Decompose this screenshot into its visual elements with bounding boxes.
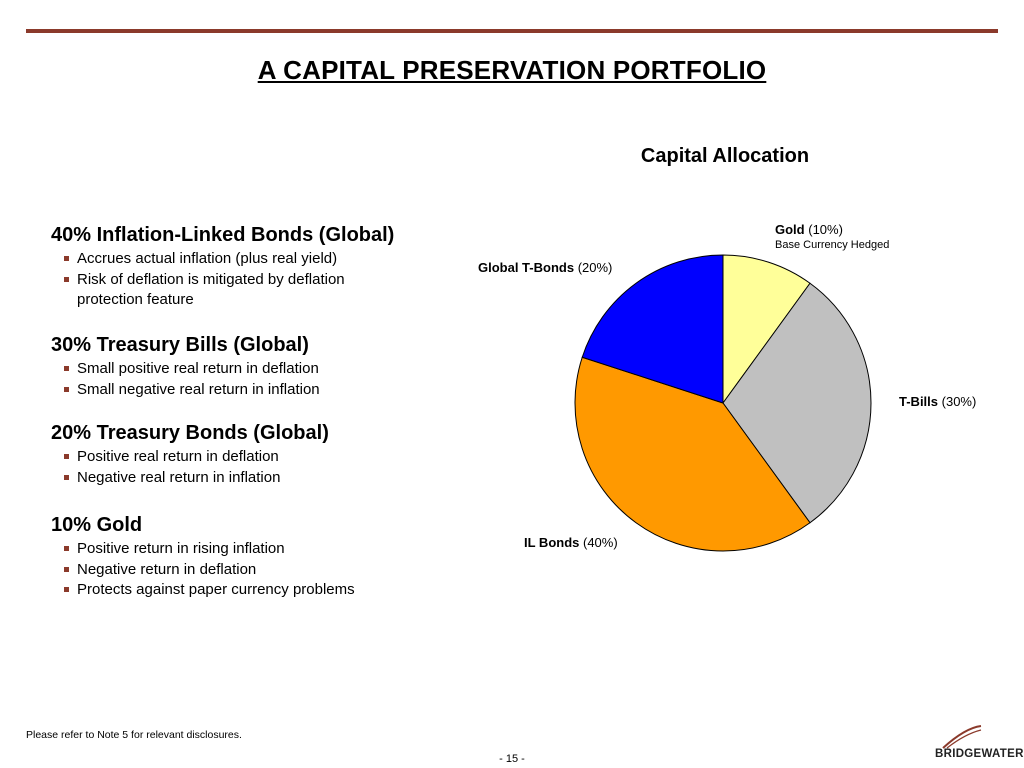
- logo-swoosh-icon: [942, 725, 982, 749]
- logo-text: BRIDGEWATER: [935, 748, 1024, 760]
- pie-slice-global-t-bonds: [581, 254, 724, 404]
- chart-title: Capital Allocation: [640, 145, 810, 167]
- pie-label-global-t-bonds: Global T-Bonds (20%): [478, 260, 612, 275]
- bullet-list: Small positive real return in deflation …: [51, 359, 471, 400]
- section-heading: 20% Treasury Bonds (Global): [51, 422, 329, 444]
- pie-slice-gold: [722, 254, 811, 405]
- slice-pct: (30%): [941, 394, 977, 409]
- page-title: A CAPITAL PRESERVATION PORTFOLIO: [257, 55, 767, 85]
- bridgewater-logo: BRIDGEWATER: [935, 722, 1023, 764]
- section-t-bonds: 20% Treasury Bonds (Global) Positive rea…: [51, 421, 471, 488]
- section-heading: 10% Gold: [51, 514, 143, 536]
- bullet-item: Accrues actual inflation (plus real yiel…: [51, 249, 471, 270]
- slice-pct: (20%): [577, 260, 613, 275]
- slice-label: IL Bonds: [524, 535, 580, 550]
- bullet-list: Positive real return in deflation Negati…: [51, 447, 471, 488]
- section-il-bonds: 40% Inflation-Linked Bonds (Global) Accr…: [51, 223, 471, 311]
- bullet-list: Positive return in rising inflation Nega…: [51, 539, 471, 601]
- section-gold: 10% Gold Positive return in rising infla…: [51, 513, 471, 601]
- pie-label-t-bills: T-Bills (30%): [899, 394, 976, 409]
- pie-label-il-bonds: IL Bonds (40%): [524, 535, 618, 550]
- section-t-bills: 30% Treasury Bills (Global) Small positi…: [51, 333, 471, 400]
- pie-slice-t-bills: [722, 282, 872, 524]
- pie-label-gold: Gold (10%) Base Currency Hedged: [775, 222, 889, 251]
- pie-slice-il-bonds: [574, 356, 811, 552]
- top-rule: [26, 29, 998, 33]
- slice-pct: (10%): [808, 222, 843, 237]
- slice-pct: (40%): [583, 535, 618, 550]
- slice-label: Gold: [775, 222, 805, 237]
- bullet-item: Negative real return in inflation: [51, 468, 471, 489]
- bullet-item: Protects against paper currency problems: [51, 580, 471, 601]
- slice-note: Base Currency Hedged: [775, 239, 890, 251]
- bullet-item: Positive return in rising inflation: [51, 539, 471, 560]
- bullet-item: Small positive real return in deflation: [51, 359, 471, 380]
- section-heading: 40% Inflation-Linked Bonds (Global): [51, 224, 395, 246]
- page-number: - 15 -: [499, 753, 525, 765]
- slice-label: Global T-Bonds: [478, 260, 575, 275]
- bullet-item: Positive real return in deflation: [51, 447, 471, 468]
- slice-label: T-Bills: [899, 394, 939, 409]
- bullet-item: Small negative real return in inflation: [51, 380, 471, 401]
- disclosure-note: Please refer to Note 5 for relevant disc…: [26, 729, 242, 741]
- section-heading: 30% Treasury Bills (Global): [51, 334, 309, 356]
- bullet-item: Negative return in deflation: [51, 560, 471, 581]
- bullet-list: Accrues actual inflation (plus real yiel…: [51, 249, 471, 311]
- bullet-item: Risk of deflation is mitigated by deflat…: [51, 270, 377, 311]
